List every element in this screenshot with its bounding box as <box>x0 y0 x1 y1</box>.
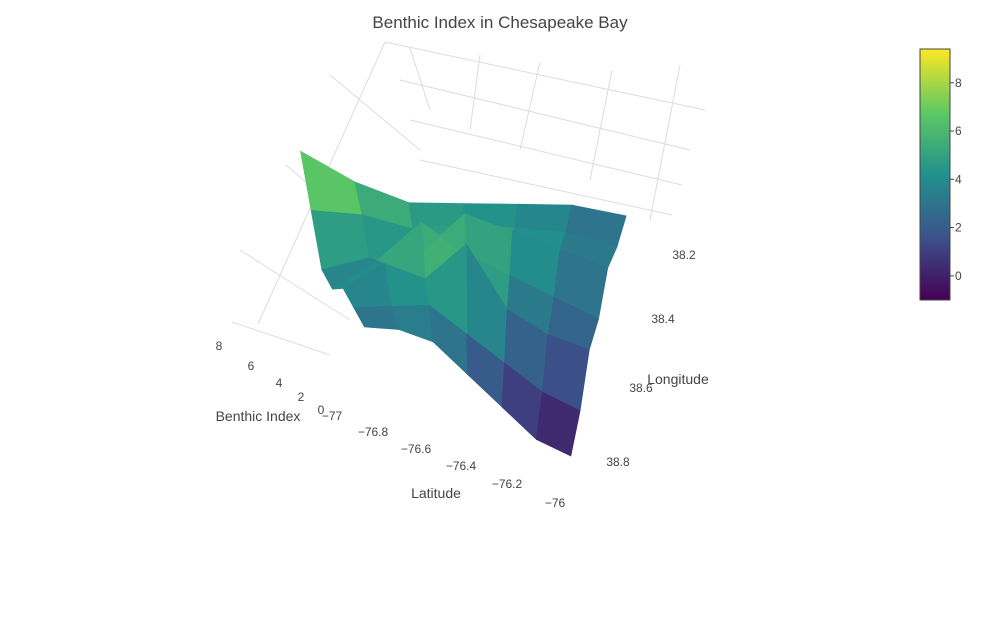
grid-line <box>409 119 683 186</box>
y-tick-label: 38.2 <box>672 248 696 262</box>
surface-patch <box>535 391 581 457</box>
z-tick-label: 0 <box>318 403 325 417</box>
grid-line <box>329 74 421 151</box>
colorbar-tick-label: 2 <box>955 221 962 235</box>
x-tick-label: −76.4 <box>446 459 477 473</box>
colorbar-bar <box>919 48 951 301</box>
grid-line <box>399 79 691 151</box>
colorbar-ticks: 0 2 4 6 8 <box>950 76 962 283</box>
colorbar-tick-label: 6 <box>955 124 962 138</box>
y-tick-label: 38.6 <box>629 381 653 395</box>
y-axis-ticks: 38.2 38.4 38.6 38.8 <box>606 248 696 469</box>
surface-patch <box>390 304 434 343</box>
x-tick-label: −76.6 <box>401 442 432 456</box>
grid-line <box>419 159 673 216</box>
z-tick-label: 2 <box>298 390 305 404</box>
z-axis-ticks: 02 4 6 8 <box>216 339 325 417</box>
grid-line <box>589 69 613 181</box>
x-tick-label: −77 <box>322 409 343 423</box>
z-axis-title: Benthic Index <box>216 408 301 424</box>
y-tick-label: 38.4 <box>651 312 675 326</box>
grid-line <box>649 64 681 221</box>
x-axis-title: Latitude <box>411 485 461 501</box>
x-tick-label: −76.8 <box>358 425 389 439</box>
colorbar-tick-label: 4 <box>955 172 962 186</box>
chart-title: Benthic Index in Chesapeake Bay <box>372 13 628 32</box>
x-tick-label: −76 <box>545 496 566 510</box>
x-axis-ticks: −77 −76.8 −76.6 −76.4 −76.2 −76 <box>322 409 566 510</box>
surface-patch <box>514 203 573 233</box>
grid-line <box>384 41 706 111</box>
grid-line <box>231 321 331 356</box>
colorbar: 0 2 4 6 8 <box>919 48 962 301</box>
colorbar-tick-label: 0 <box>955 269 962 283</box>
z-tick-label: 6 <box>248 359 255 373</box>
grid-line <box>409 47 431 111</box>
grid-line <box>469 54 481 131</box>
grid-lines <box>231 41 706 356</box>
y-tick-label: 38.8 <box>606 455 630 469</box>
z-tick-label: 8 <box>216 339 223 353</box>
surface-plot <box>300 150 627 457</box>
grid-line <box>239 249 351 321</box>
colorbar-tick-label: 8 <box>955 76 962 90</box>
grid-line <box>519 61 541 151</box>
x-tick-label: −76.2 <box>492 477 523 491</box>
y-axis-title: Longitude <box>647 371 709 387</box>
surface-patch <box>353 306 400 330</box>
z-tick-label: 4 <box>276 376 283 390</box>
